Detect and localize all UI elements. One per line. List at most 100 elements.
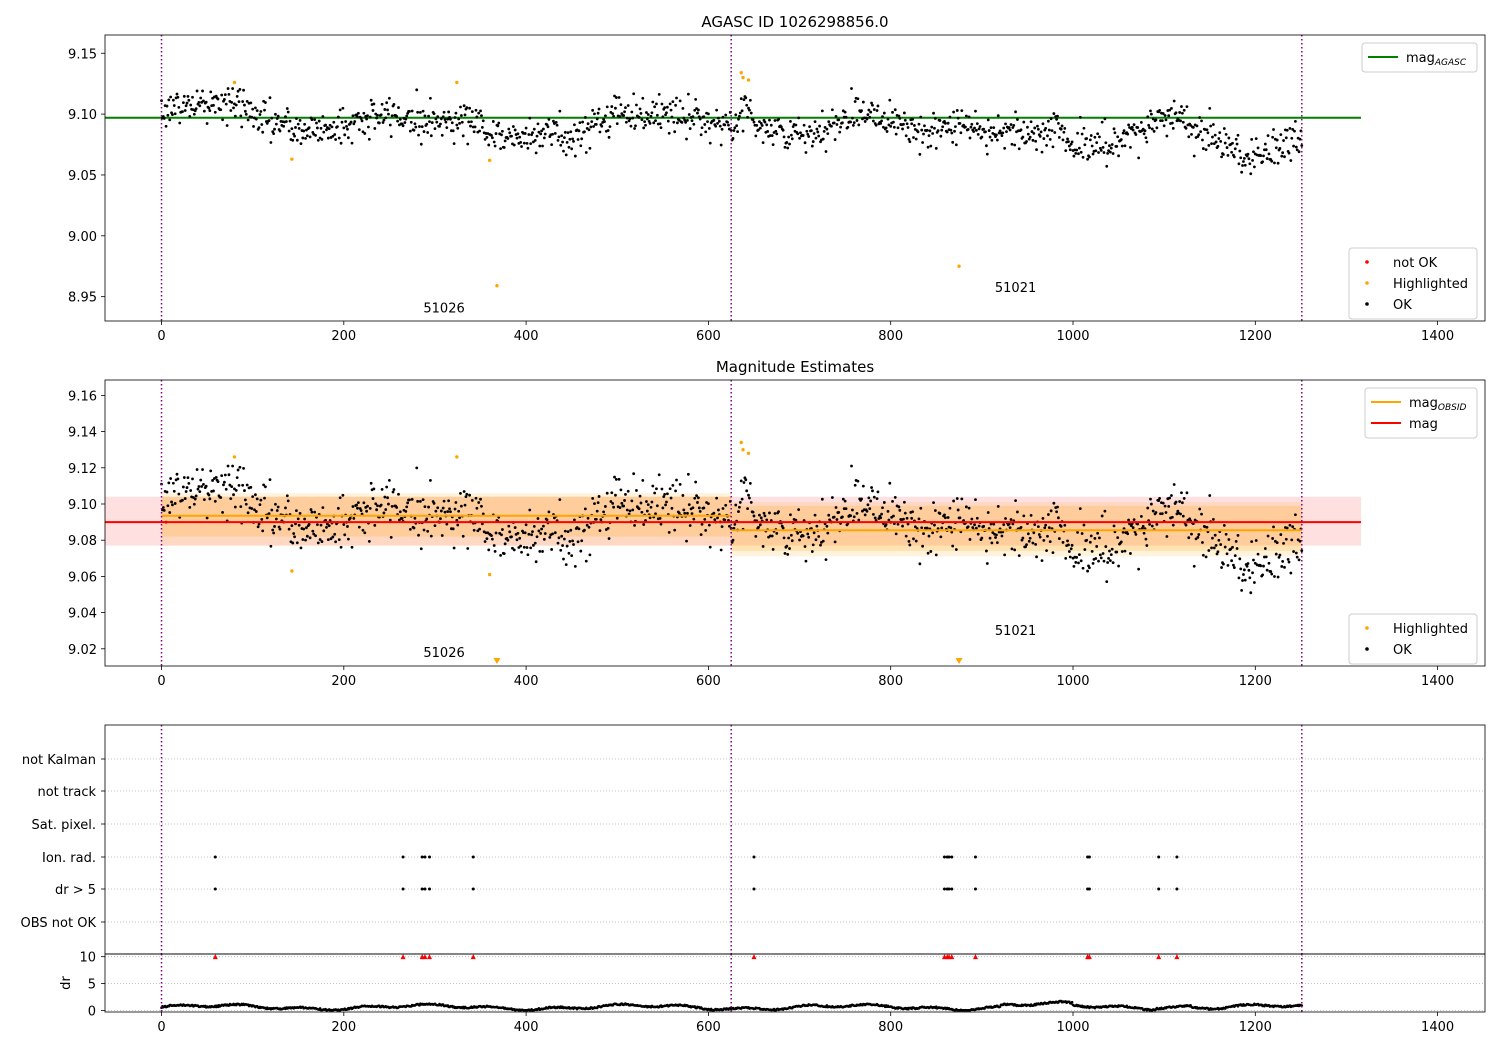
ok-point bbox=[732, 129, 736, 132]
ok-point bbox=[640, 118, 644, 122]
ok-point bbox=[960, 497, 964, 501]
ok-point bbox=[867, 496, 871, 500]
ok-point bbox=[956, 508, 960, 512]
ok-point bbox=[967, 506, 971, 510]
ok-point bbox=[237, 100, 241, 104]
ok-point bbox=[604, 505, 607, 508]
middle-xtick-label: 0 bbox=[157, 674, 165, 689]
ok-point bbox=[346, 537, 350, 541]
ok-point bbox=[511, 546, 514, 550]
flag-point bbox=[950, 887, 954, 891]
ok-point bbox=[334, 138, 338, 141]
ok-point bbox=[624, 120, 628, 124]
ok-point bbox=[612, 114, 616, 118]
ok-point bbox=[605, 105, 609, 109]
ok-point bbox=[1281, 151, 1285, 155]
ok-point bbox=[356, 111, 360, 115]
ok-point bbox=[1002, 523, 1006, 527]
ok-point bbox=[720, 127, 724, 131]
ok-point bbox=[982, 524, 986, 528]
ok-point bbox=[1059, 127, 1063, 131]
ok-point bbox=[328, 123, 332, 127]
ok-point bbox=[973, 523, 976, 527]
ok-point bbox=[865, 509, 869, 513]
ok-point bbox=[194, 107, 198, 111]
ok-point bbox=[707, 502, 710, 506]
ok-point bbox=[920, 128, 924, 132]
ok-point bbox=[307, 126, 311, 130]
ok-point bbox=[322, 529, 326, 533]
ok-point bbox=[594, 122, 598, 126]
ok-point bbox=[751, 510, 755, 514]
ok-point bbox=[417, 133, 420, 137]
ok-point bbox=[1090, 144, 1094, 148]
ok-point bbox=[595, 509, 599, 513]
ok-point bbox=[1198, 116, 1202, 119]
ok-point bbox=[425, 122, 429, 126]
ok-point bbox=[1246, 152, 1250, 156]
ok-point bbox=[192, 112, 196, 116]
ok-point bbox=[452, 546, 456, 550]
ok-point bbox=[625, 508, 629, 512]
ok-point bbox=[1074, 151, 1078, 155]
ok-point bbox=[614, 477, 618, 481]
ok-point bbox=[717, 116, 720, 120]
ok-point bbox=[1229, 547, 1233, 551]
ok-point bbox=[428, 120, 431, 124]
ok-point bbox=[535, 134, 539, 138]
ok-point bbox=[733, 126, 737, 130]
ok-point bbox=[1210, 546, 1213, 550]
ok-point bbox=[702, 115, 706, 119]
ok-point bbox=[886, 510, 890, 513]
ok-point bbox=[813, 120, 817, 124]
ok-point bbox=[561, 544, 564, 547]
ok-point bbox=[232, 106, 235, 110]
ok-point bbox=[515, 136, 519, 140]
ok-point bbox=[833, 540, 837, 544]
ok-point bbox=[481, 119, 485, 123]
ok-point bbox=[785, 141, 789, 144]
ok-point bbox=[243, 103, 246, 107]
ok-point bbox=[429, 134, 433, 138]
ok-point bbox=[1235, 142, 1239, 146]
ok-point bbox=[1227, 538, 1231, 541]
ok-point bbox=[463, 503, 467, 507]
ok-point bbox=[418, 125, 421, 128]
ok-point bbox=[1216, 144, 1220, 148]
ok-point bbox=[598, 529, 602, 533]
ok-point bbox=[1187, 536, 1191, 540]
ok-point bbox=[1086, 569, 1089, 573]
ok-point bbox=[1284, 136, 1288, 140]
ok-point bbox=[860, 109, 863, 113]
ok-point bbox=[646, 113, 650, 116]
ok-point bbox=[400, 517, 404, 520]
ok-point bbox=[219, 108, 223, 112]
ok-point bbox=[361, 528, 365, 532]
ok-point bbox=[398, 510, 402, 514]
ok-point bbox=[744, 96, 748, 100]
ok-point bbox=[576, 540, 580, 544]
ok-point bbox=[645, 111, 648, 114]
ok-point bbox=[435, 120, 439, 124]
flag-point bbox=[1175, 855, 1179, 859]
ok-point bbox=[320, 540, 324, 543]
ok-point bbox=[712, 118, 716, 122]
ok-point bbox=[440, 133, 444, 137]
ok-point bbox=[738, 111, 742, 115]
ok-point bbox=[1062, 130, 1066, 134]
ok-point bbox=[715, 108, 719, 112]
ok-point bbox=[1076, 530, 1079, 534]
ok-point bbox=[850, 464, 853, 468]
flag-point bbox=[420, 855, 424, 859]
ok-point bbox=[367, 540, 371, 543]
ok-point bbox=[1205, 128, 1209, 132]
ok-point bbox=[804, 151, 808, 154]
ok-point bbox=[704, 528, 708, 532]
ok-point bbox=[294, 126, 297, 129]
ok-point bbox=[1017, 147, 1021, 151]
ok-point bbox=[950, 131, 954, 135]
ok-point bbox=[861, 484, 865, 488]
ok-point bbox=[527, 133, 531, 136]
ok-point bbox=[547, 118, 551, 121]
ok-point bbox=[599, 518, 603, 521]
